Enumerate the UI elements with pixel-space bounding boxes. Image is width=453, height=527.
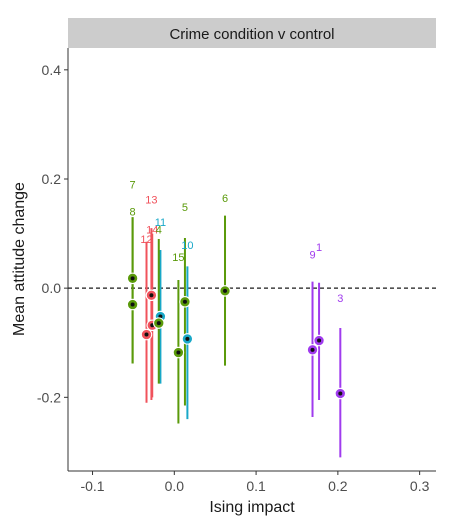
- x-axis-title: Ising impact: [209, 499, 295, 516]
- y-tick-label: -0.2: [37, 389, 61, 405]
- point-label-9: 9: [309, 250, 315, 262]
- x-tick-label: -0.1: [80, 478, 104, 494]
- point-label-10: 10: [181, 240, 193, 252]
- x-tick-label: 0.1: [246, 478, 266, 494]
- chart-title: Crime condition v control: [169, 26, 334, 43]
- point-label-3: 3: [337, 293, 343, 305]
- y-tick-label: 0.4: [42, 62, 62, 78]
- x-tick-label: 0.3: [410, 478, 430, 494]
- point-center-12: [145, 333, 149, 337]
- point-label-1: 1: [316, 242, 322, 254]
- point-label-8: 8: [130, 207, 136, 219]
- point-center-10: [185, 337, 189, 341]
- point-label-13: 13: [145, 195, 157, 207]
- point-label-15: 15: [172, 252, 184, 264]
- point-label-7: 7: [130, 179, 136, 191]
- point-center-15: [176, 351, 180, 355]
- point-label-5: 5: [182, 202, 188, 214]
- point-center-1: [317, 339, 321, 343]
- point-label-6: 6: [222, 193, 228, 205]
- ticks-layer: -0.2 0.0 0.2 0.4 -0.1 0.0 0.1 0.2 0.3: [37, 62, 430, 494]
- point-center-5: [183, 300, 187, 304]
- point-center-8: [131, 303, 135, 307]
- y-tick-label: 0.0: [42, 280, 62, 296]
- y-axis-title: Mean attitude change: [11, 182, 28, 336]
- point-center-3: [338, 391, 342, 395]
- point-label-4: 4: [156, 225, 162, 237]
- point-center-6: [223, 289, 227, 293]
- point-center-4: [157, 321, 161, 325]
- point-center-7: [131, 276, 135, 280]
- x-tick-label: 0.0: [165, 478, 185, 494]
- point-center-9: [311, 348, 315, 352]
- y-tick-label: 0.2: [42, 171, 62, 187]
- x-tick-label: 0.2: [328, 478, 348, 494]
- point-center-13: [149, 293, 153, 297]
